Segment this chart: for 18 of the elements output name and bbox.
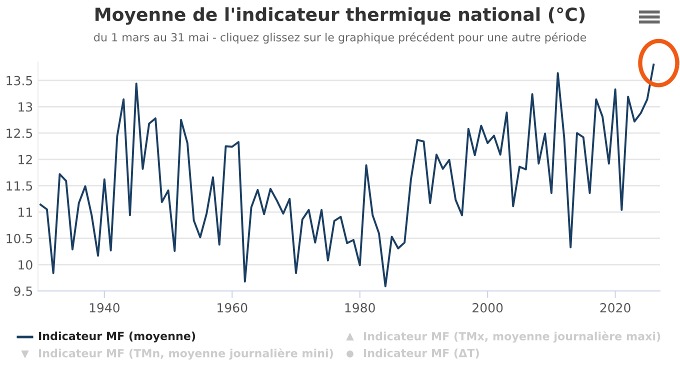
y-tick-label: 13.5 — [6, 76, 32, 86]
y-tick-label: 12 — [18, 154, 32, 164]
y-tick-label: 11.5 — [6, 181, 32, 191]
y-tick-label: 13 — [18, 102, 32, 112]
y-tick-label: 10 — [18, 260, 32, 270]
x-tick-label: 2000 — [472, 303, 503, 312]
chart-title: Moyenne de l'indicateur thermique national (°C) — [96, 7, 585, 25]
x-tick-label: 1980 — [345, 303, 375, 312]
x-tick-label: 2020 — [600, 303, 630, 312]
legend-label: Indicateur MF (moyenne) — [39, 332, 196, 342]
x-tick-label: 1960 — [218, 303, 248, 312]
chart-subtitle: du 1 mars au 31 mai - cliquez glissez sur le graphique précédent pour une autre période — [94, 32, 586, 44]
x-tick-label: 1940 — [90, 303, 120, 312]
y-tick-label: 12.5 — [6, 128, 32, 138]
y-tick-label: 10.5 — [6, 234, 32, 244]
y-tick-label: 9.5 — [14, 286, 32, 296]
line-series — [40, 64, 655, 288]
y-tick-label: 11 — [18, 208, 32, 217]
